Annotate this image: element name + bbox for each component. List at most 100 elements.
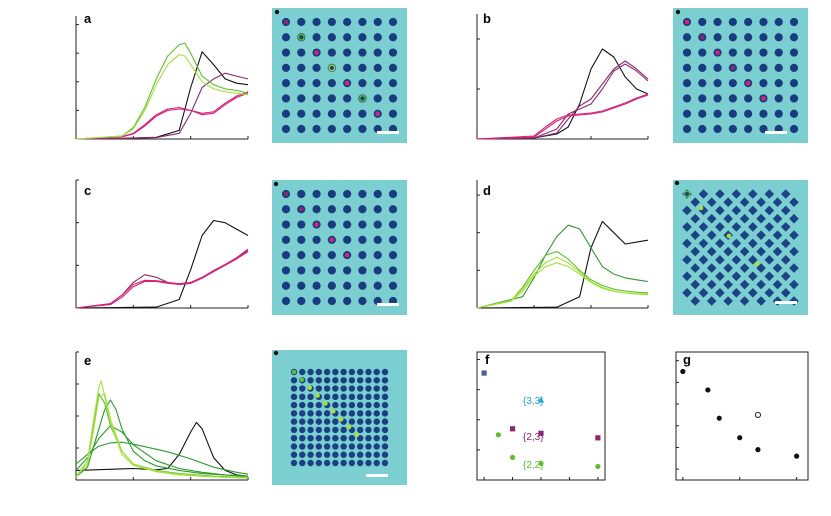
map-e-site bbox=[307, 451, 314, 458]
map-e-site bbox=[356, 426, 364, 434]
map-e-site bbox=[348, 401, 356, 409]
panel-g: g bbox=[675, 351, 809, 481]
map-e-site bbox=[332, 385, 339, 392]
legend-f-33: {3,3} bbox=[523, 396, 544, 407]
map-b-site bbox=[698, 63, 707, 72]
map-e-site bbox=[299, 451, 306, 458]
map-a-site bbox=[297, 48, 306, 57]
map-d-site bbox=[715, 255, 725, 265]
series-a-3 bbox=[75, 91, 249, 140]
series-e-6 bbox=[75, 393, 249, 479]
map-d-site bbox=[772, 246, 783, 257]
map-a-marker bbox=[283, 19, 289, 25]
map-d-site bbox=[789, 230, 799, 240]
series-d-4 bbox=[476, 262, 649, 309]
map-b-site bbox=[744, 48, 753, 57]
map-e-site bbox=[381, 393, 389, 401]
series-d-0 bbox=[476, 220, 649, 309]
map-b-marker bbox=[745, 80, 751, 86]
map-c-site bbox=[281, 296, 291, 306]
map-c-site bbox=[343, 235, 352, 244]
map-e-site bbox=[365, 418, 372, 425]
map-a-site bbox=[358, 63, 367, 72]
map-e-site bbox=[315, 459, 323, 467]
map-a-background bbox=[272, 8, 407, 143]
map-e-site bbox=[290, 426, 298, 434]
map-e-site bbox=[373, 459, 380, 467]
map-d-site bbox=[731, 238, 742, 249]
map-c-site bbox=[388, 281, 398, 290]
map-e-site bbox=[315, 451, 323, 458]
map-b-site bbox=[713, 79, 722, 88]
map-a-site bbox=[373, 63, 382, 72]
map-e-site bbox=[356, 451, 364, 458]
map-b-site bbox=[728, 33, 737, 42]
map-d-site bbox=[780, 255, 791, 265]
map-d-site bbox=[706, 263, 717, 273]
map-e-site bbox=[290, 385, 298, 392]
map-a-site bbox=[297, 94, 306, 103]
map-e-site bbox=[299, 459, 306, 467]
map-a-site bbox=[312, 63, 321, 72]
series-b-4 bbox=[476, 94, 649, 140]
map-e-site bbox=[307, 368, 314, 376]
panel-label-b: b bbox=[483, 11, 491, 26]
map-c-site bbox=[388, 266, 398, 275]
plot-f-area bbox=[476, 351, 606, 481]
map-b-site bbox=[682, 79, 692, 88]
map-a-site bbox=[343, 124, 352, 134]
map-b-site bbox=[789, 94, 799, 103]
map-e-site bbox=[340, 443, 347, 450]
series-c-2 bbox=[75, 248, 249, 309]
map-e-site bbox=[307, 443, 314, 450]
map-d-site bbox=[748, 205, 758, 216]
map-b-background bbox=[673, 8, 808, 143]
map-a-site bbox=[327, 124, 336, 134]
point-g-0 bbox=[794, 453, 800, 459]
map-c-site bbox=[388, 189, 398, 199]
map-d-site bbox=[706, 279, 717, 290]
map-c-background bbox=[272, 180, 407, 315]
map-e-site bbox=[356, 434, 364, 442]
map-c-site bbox=[358, 251, 367, 260]
map-a-site bbox=[327, 33, 336, 42]
map-a-site bbox=[281, 79, 291, 88]
point-g-0 bbox=[716, 415, 722, 421]
map-e-site bbox=[373, 368, 380, 376]
map-c-site bbox=[312, 189, 321, 199]
map-e-site bbox=[365, 451, 372, 458]
map-e-marker bbox=[330, 408, 336, 414]
map-d-site bbox=[698, 271, 709, 282]
map-e-site bbox=[332, 434, 339, 442]
map-d-site bbox=[690, 213, 701, 224]
map-a-site bbox=[388, 48, 398, 57]
map-b-site bbox=[682, 48, 692, 57]
map-c-site bbox=[358, 189, 367, 199]
panel-label-a: a bbox=[84, 11, 92, 26]
map-b-site bbox=[682, 94, 692, 103]
map-a bbox=[272, 8, 407, 143]
map-a-corner-dot bbox=[274, 9, 280, 15]
series-e-0 bbox=[75, 421, 249, 477]
map-b-site bbox=[744, 94, 753, 103]
map-a-site bbox=[373, 48, 382, 57]
map-b-site bbox=[713, 109, 722, 118]
map-b-site bbox=[759, 17, 768, 27]
map-e-site bbox=[381, 426, 389, 434]
map-d-site bbox=[698, 238, 709, 249]
map-a-site bbox=[358, 79, 367, 88]
map-b-site bbox=[698, 48, 707, 57]
map-b-site bbox=[713, 124, 722, 134]
legend-f-22: {2,2} bbox=[523, 460, 544, 471]
map-e-site bbox=[340, 401, 347, 409]
map-e-site bbox=[340, 451, 347, 458]
map-b-site bbox=[774, 109, 783, 118]
map-e-site bbox=[323, 459, 331, 467]
map-e-site bbox=[290, 410, 298, 417]
map-b-site bbox=[774, 63, 783, 72]
point-f-3 bbox=[495, 432, 501, 438]
map-e-site bbox=[365, 385, 372, 392]
map-e-site bbox=[323, 451, 331, 458]
map-e-site bbox=[323, 410, 331, 417]
map-a-site bbox=[281, 109, 291, 118]
